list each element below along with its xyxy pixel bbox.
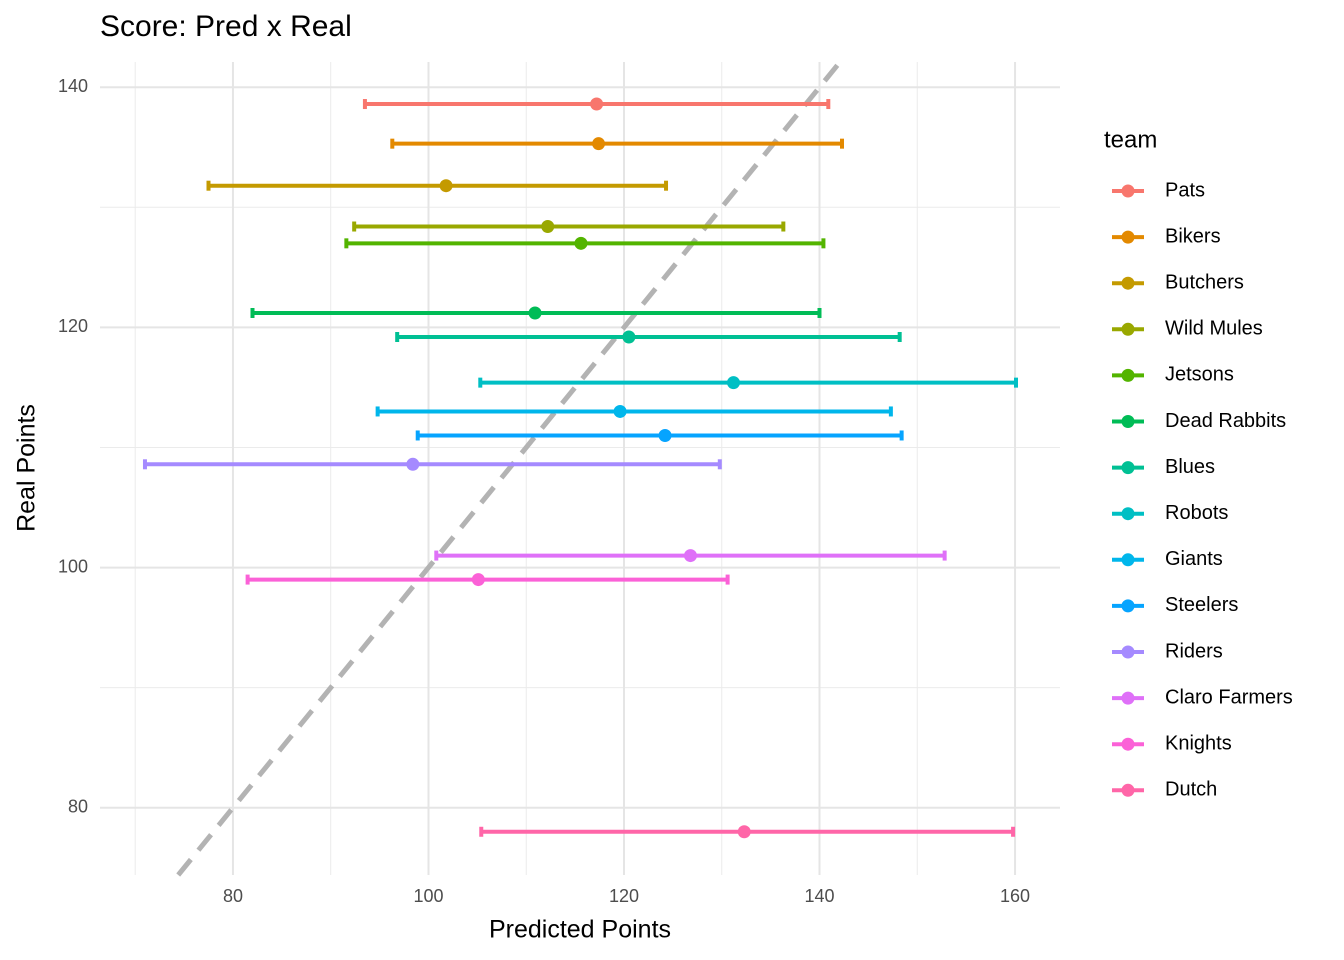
legend-label: Dead Rabbits (1165, 410, 1286, 432)
point (592, 137, 606, 151)
legend-key (1121, 691, 1135, 705)
point (683, 549, 697, 563)
point (471, 573, 485, 587)
legend-label: Claro Farmers (1165, 686, 1293, 708)
point (726, 376, 740, 390)
chart-title: Score: Pred x Real (100, 10, 352, 43)
legend-label: Pats (1165, 179, 1205, 201)
y-tick-label: 140 (58, 76, 88, 96)
legend-label: Jetsons (1165, 364, 1234, 386)
x-tick-label: 120 (609, 886, 639, 906)
legend-key (1121, 553, 1135, 567)
y-tick-label: 80 (68, 797, 88, 817)
point (622, 330, 636, 344)
legend-label: Steelers (1165, 594, 1238, 616)
x-tick-label: 100 (413, 886, 443, 906)
legend-key (1121, 507, 1135, 521)
y-tick-label: 100 (58, 556, 88, 576)
point (439, 179, 453, 193)
legend-key (1121, 461, 1135, 475)
legend-key (1121, 645, 1135, 659)
legend-label: Bikers (1165, 225, 1221, 247)
legend-label: Blues (1165, 456, 1215, 478)
legend-key (1121, 276, 1135, 290)
point (590, 97, 604, 111)
x-tick-label: 160 (1000, 886, 1030, 906)
x-tick-label: 140 (804, 886, 834, 906)
legend-key (1121, 322, 1135, 336)
x-axis-label: Predicted Points (489, 916, 671, 944)
legend-title: team (1104, 126, 1157, 153)
point (406, 457, 420, 471)
point (574, 236, 588, 250)
legend-label: Robots (1165, 502, 1228, 524)
legend-key (1121, 415, 1135, 428)
legend-key (1121, 783, 1135, 797)
legend-key (1121, 184, 1135, 198)
legend-label: Giants (1165, 548, 1223, 570)
point (737, 825, 751, 839)
y-axis-label: Real Points (13, 404, 41, 532)
reference-line (176, 60, 842, 877)
legend-label: Riders (1165, 640, 1223, 662)
y-tick-label: 120 (58, 316, 88, 336)
legend-key (1121, 368, 1135, 382)
legend-key (1121, 737, 1135, 751)
point (541, 220, 555, 234)
point (528, 306, 542, 320)
legend-key (1121, 230, 1135, 244)
legend-label: Dutch (1165, 779, 1217, 801)
legend-label: Knights (1165, 732, 1232, 754)
legend-label: Wild Mules (1165, 318, 1263, 340)
point (658, 428, 672, 442)
legend-label: Butchers (1165, 271, 1244, 293)
x-tick-label: 80 (223, 886, 243, 906)
point (613, 404, 627, 418)
legend-key (1121, 599, 1135, 613)
